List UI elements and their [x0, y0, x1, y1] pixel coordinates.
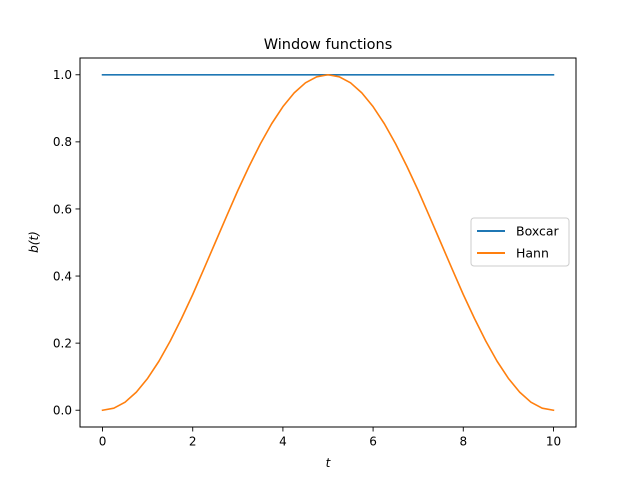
x-tick-label: 2 [189, 435, 197, 449]
legend-label-hann: Hann [516, 246, 549, 261]
x-tick-label: 10 [546, 435, 561, 449]
x-axis-label: t [326, 456, 332, 470]
y-axis-ticks: 0.0 0.2 0.4 0.6 0.8 1.0 [53, 68, 80, 418]
y-axis-label: b(t) [27, 231, 41, 253]
plot-frame [79, 57, 577, 428]
x-tick-label: 6 [369, 435, 377, 449]
x-tick-label: 0 [99, 435, 107, 449]
y-tick-label: 0.2 [53, 336, 72, 350]
y-tick-label: 1.0 [53, 68, 72, 82]
x-tick-label: 8 [459, 435, 467, 449]
chart-title: Window functions [264, 37, 393, 53]
x-axis-ticks: 0 2 4 6 8 10 [99, 427, 561, 449]
y-tick-label: 0.6 [53, 202, 72, 216]
legend-label-boxcar: Boxcar [516, 224, 560, 239]
y-tick-label: 0.4 [53, 269, 72, 283]
series-layer [101, 73, 555, 412]
y-tick-label: 0.8 [53, 135, 72, 149]
x-tick-label: 4 [279, 435, 287, 449]
series-line-hann [101, 73, 555, 412]
legend: Boxcar Hann [470, 217, 570, 267]
y-tick-label: 0.0 [53, 404, 72, 418]
